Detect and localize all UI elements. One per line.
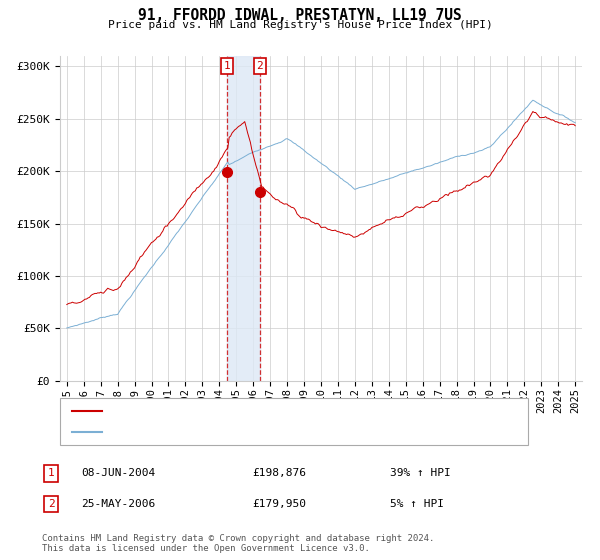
Text: Price paid vs. HM Land Registry's House Price Index (HPI): Price paid vs. HM Land Registry's House …	[107, 20, 493, 30]
Text: 1: 1	[223, 61, 230, 71]
Text: 39% ↑ HPI: 39% ↑ HPI	[390, 468, 451, 478]
Text: 5% ↑ HPI: 5% ↑ HPI	[390, 499, 444, 509]
Text: £198,876: £198,876	[252, 468, 306, 478]
Text: 25-MAY-2006: 25-MAY-2006	[81, 499, 155, 509]
Text: 91, FFORDD IDWAL, PRESTATYN, LL19 7US (detached house): 91, FFORDD IDWAL, PRESTATYN, LL19 7US (d…	[108, 406, 445, 416]
Text: HPI: Average price, detached house, Denbighshire: HPI: Average price, detached house, Denb…	[108, 427, 408, 437]
Text: Contains HM Land Registry data © Crown copyright and database right 2024.
This d: Contains HM Land Registry data © Crown c…	[42, 534, 434, 553]
Bar	[227, 56, 260, 381]
Text: 91, FFORDD IDWAL, PRESTATYN, LL19 7US: 91, FFORDD IDWAL, PRESTATYN, LL19 7US	[138, 8, 462, 24]
Text: 1: 1	[47, 468, 55, 478]
Text: £179,950: £179,950	[252, 499, 306, 509]
Text: 2: 2	[257, 61, 263, 71]
Text: 2: 2	[47, 499, 55, 509]
Text: 08-JUN-2004: 08-JUN-2004	[81, 468, 155, 478]
